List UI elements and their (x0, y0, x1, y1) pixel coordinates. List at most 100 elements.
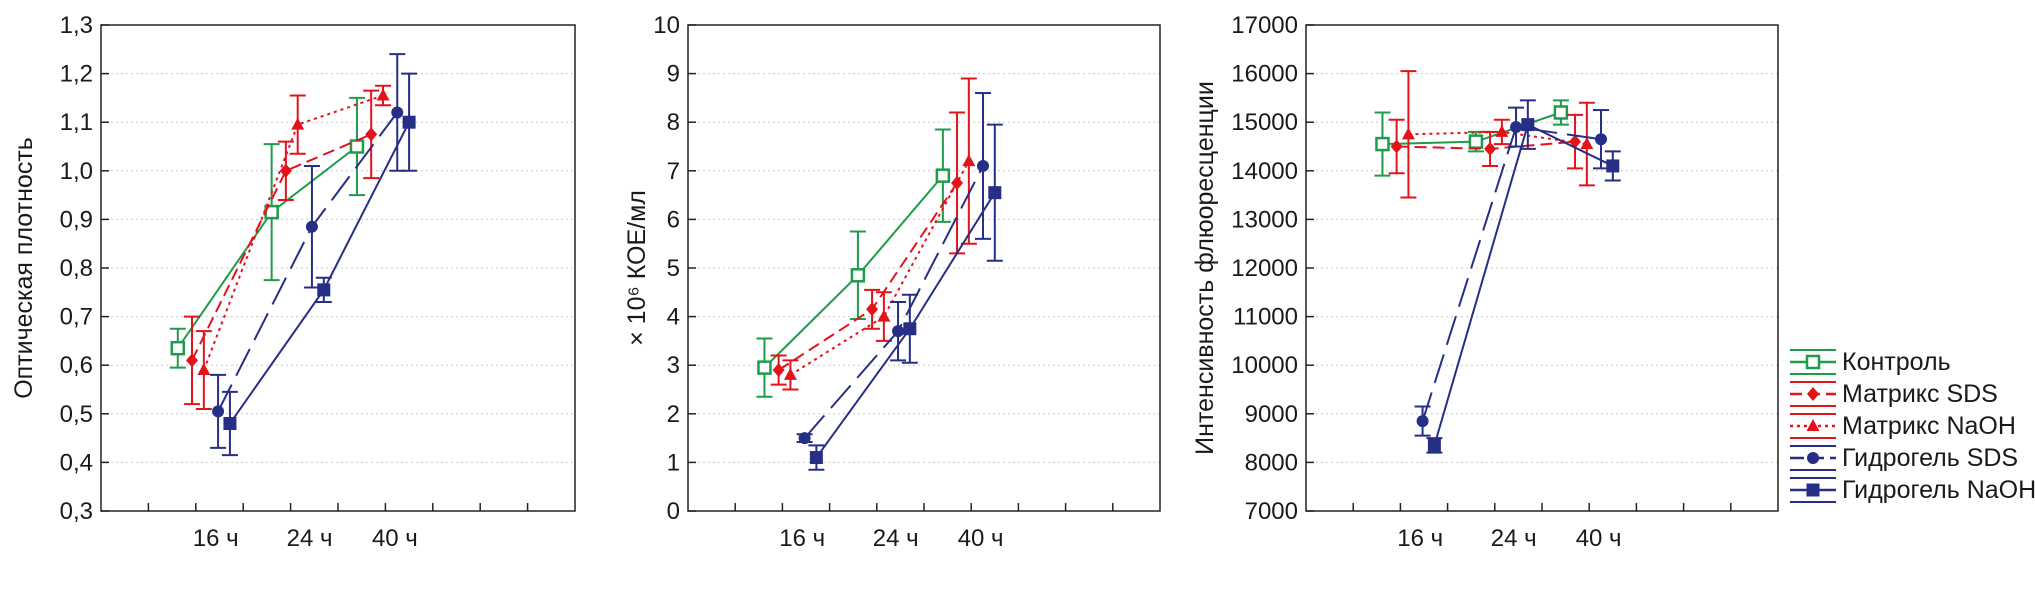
series-5 (808, 123, 1003, 471)
y-tick-label: 1,1 (60, 109, 93, 136)
data-point (772, 363, 785, 378)
data-point (223, 417, 237, 431)
legend-item-1: Контроль (1790, 348, 1951, 376)
legend-marker (1806, 419, 1820, 431)
data-point (349, 139, 365, 154)
series-4 (796, 92, 991, 445)
series-line (202, 94, 384, 371)
data-point (1484, 141, 1497, 156)
y-tick-label: 7000 (1245, 498, 1298, 525)
data-point (1427, 438, 1441, 452)
y-tick-label: 8000 (1245, 449, 1298, 476)
x-tick-label: 40 ч (372, 525, 418, 552)
series-4 (210, 53, 406, 449)
legend-label: Матрикс SDS (1842, 380, 1998, 408)
data-point (376, 88, 390, 101)
y-tick-label: 14000 (1231, 158, 1298, 185)
series-2 (770, 111, 966, 386)
data-point (279, 163, 292, 178)
data-point (935, 168, 951, 183)
y-tick-label: 0,4 (60, 449, 93, 476)
legend-item-2: Матрикс SDS (1790, 380, 1998, 408)
legend-item-5: Гидрогель NaOH (1790, 476, 2035, 504)
data-point (391, 106, 404, 119)
data-point (1468, 134, 1484, 149)
y-tick-label: 3 (667, 352, 680, 379)
data-point (1390, 139, 1403, 154)
legend-marker (1805, 354, 1821, 370)
legend-label: Контроль (1842, 348, 1951, 376)
legend-item-3: Матрикс NaOH (1790, 412, 2016, 440)
legend-label: Матрикс NaOH (1842, 412, 2016, 440)
series-3 (195, 84, 392, 410)
data-point (1510, 121, 1523, 134)
legend-marker (1806, 483, 1820, 497)
y-tick-label: 15000 (1231, 109, 1298, 136)
y-tick-label: 8 (667, 109, 680, 136)
y-tick-label: 2 (667, 401, 680, 428)
y-tick-label: 1,0 (60, 158, 93, 185)
y-tick-label: 10 (653, 12, 680, 39)
y-tick-label: 0,3 (60, 498, 93, 525)
data-point (951, 175, 964, 190)
x-tick-label: 24 ч (1491, 525, 1537, 552)
legend: Контроль Матрикс SDS Матрикс NaOH Гидрогель… (1790, 348, 2035, 504)
data-point (1580, 137, 1594, 150)
y-tick-label: 0,7 (60, 304, 93, 331)
y-tick-label: 5 (667, 255, 680, 282)
y-tick-label: 0 (667, 498, 680, 525)
data-point (892, 325, 905, 338)
series-2 (184, 89, 380, 406)
data-point (1375, 136, 1390, 152)
series-1 (756, 128, 951, 398)
data-point (1595, 133, 1607, 146)
data-point (186, 353, 199, 368)
y-axis-title: × 10⁶ КОЕ/мл (623, 190, 651, 346)
y-tick-label: 12000 (1231, 255, 1298, 282)
data-point (903, 322, 917, 336)
charts: 0,3 0,4 0,5 0,6 0,7 0,8 0,9 1,0 1,1 1,2 1,3 16 ч 24 … (10, 12, 1779, 552)
x-tick-label: 16 ч (193, 525, 239, 552)
data-point (1553, 105, 1569, 120)
data-point (783, 367, 797, 380)
data-point (962, 154, 976, 167)
data-point (850, 268, 866, 283)
data-point (197, 363, 211, 376)
legend-item-4: Гидрогель SDS (1790, 444, 2018, 472)
data-point (212, 405, 225, 418)
y-tick-label: 9 (667, 61, 680, 88)
series-3 (1400, 70, 1595, 199)
y-tick-label: 11000 (1233, 304, 1298, 331)
series-4 (1414, 106, 1609, 437)
data-point (365, 127, 378, 142)
x-tick-label: 24 ч (287, 525, 333, 552)
data-point (866, 302, 879, 317)
x-tick-label: 16 ч (1397, 525, 1443, 552)
y-tick-label: 7 (667, 158, 680, 185)
y-tick-label: 16000 (1231, 61, 1298, 88)
data-point (305, 220, 318, 233)
data-point (977, 159, 989, 172)
data-point (402, 115, 416, 129)
chart-panel-1: 0,3 0,4 0,5 0,6 0,7 0,8 0,9 1,0 1,1 1,2 1,3 16 ч 24 … (10, 12, 576, 552)
legend-marker (1807, 452, 1819, 464)
y-tick-label: 0,9 (60, 206, 93, 233)
data-point (317, 283, 331, 297)
series-5 (1426, 99, 1621, 454)
data-point (170, 340, 186, 356)
y-tick-label: 0,6 (60, 352, 93, 379)
data-point (1495, 124, 1509, 137)
data-point (798, 432, 811, 445)
chart-panel-2: 0 1 2 3 4 5 6 7 8 9 10 16 ч 24 ч 40 ч × 10⁶ КОЕ/мл (623, 12, 1161, 552)
y-tick-label: 17000 (1231, 12, 1298, 39)
chart-panel-3: 7000 8000 9000 10000 11000 12000 13000 14000 150… (1191, 12, 1779, 552)
data-point (809, 451, 823, 465)
y-axis-title: Интенсивность флюоресценции (1191, 81, 1219, 455)
data-point (988, 186, 1002, 200)
y-tick-label: 13000 (1231, 206, 1298, 233)
data-point (1416, 415, 1429, 428)
data-point (291, 117, 305, 130)
x-tick-label: 40 ч (1576, 525, 1622, 552)
